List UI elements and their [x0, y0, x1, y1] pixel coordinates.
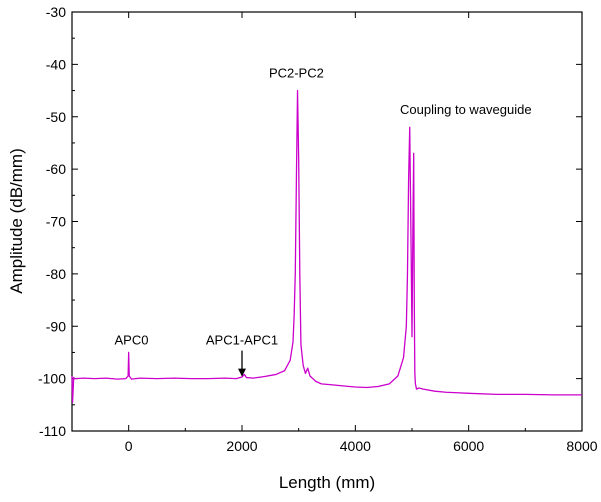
- annotation-arrow-head: [238, 368, 246, 377]
- y-tick-label: -30: [46, 4, 66, 20]
- y-tick-label: -100: [38, 371, 66, 387]
- y-tick-label: -80: [46, 266, 66, 282]
- x-tick-label: 0: [125, 438, 133, 454]
- series-line-0: [71, 89, 582, 403]
- y-tick-label: -40: [46, 56, 66, 72]
- annotation-label: Coupling to waveguide: [400, 102, 532, 117]
- y-tick-label: -90: [46, 318, 66, 334]
- y-tick-label: -110: [39, 423, 66, 439]
- annotation-label: APC0: [115, 333, 149, 348]
- y-axis-title: Amplitude (dB/mm): [7, 148, 26, 293]
- y-tick-label: -60: [46, 161, 66, 177]
- x-tick-label: 2000: [226, 438, 257, 454]
- annotations-layer: APC0 APC1-APC1 PC2-PC2 Coupling to waveguid…: [115, 65, 532, 377]
- plot-area-frame: [71, 11, 583, 432]
- x-tick-label: 8000: [566, 438, 597, 454]
- x-axis-title: Length (mm): [279, 473, 375, 492]
- x-axis-ticks: 0 2000 4000 6000 8000: [71, 12, 598, 454]
- y-tick-label: -50: [46, 109, 66, 125]
- x-tick-label: 6000: [453, 438, 484, 454]
- series-layer: [71, 89, 582, 403]
- y-tick-label: -70: [46, 214, 66, 230]
- annotation-label: APC1-APC1: [206, 333, 278, 348]
- x-tick-label: 4000: [340, 438, 371, 454]
- annotation-label: PC2-PC2: [269, 65, 324, 80]
- y-axis-ticks: -110 -100 -90 -80 -70 -60 -50 -40 -30: [38, 4, 582, 439]
